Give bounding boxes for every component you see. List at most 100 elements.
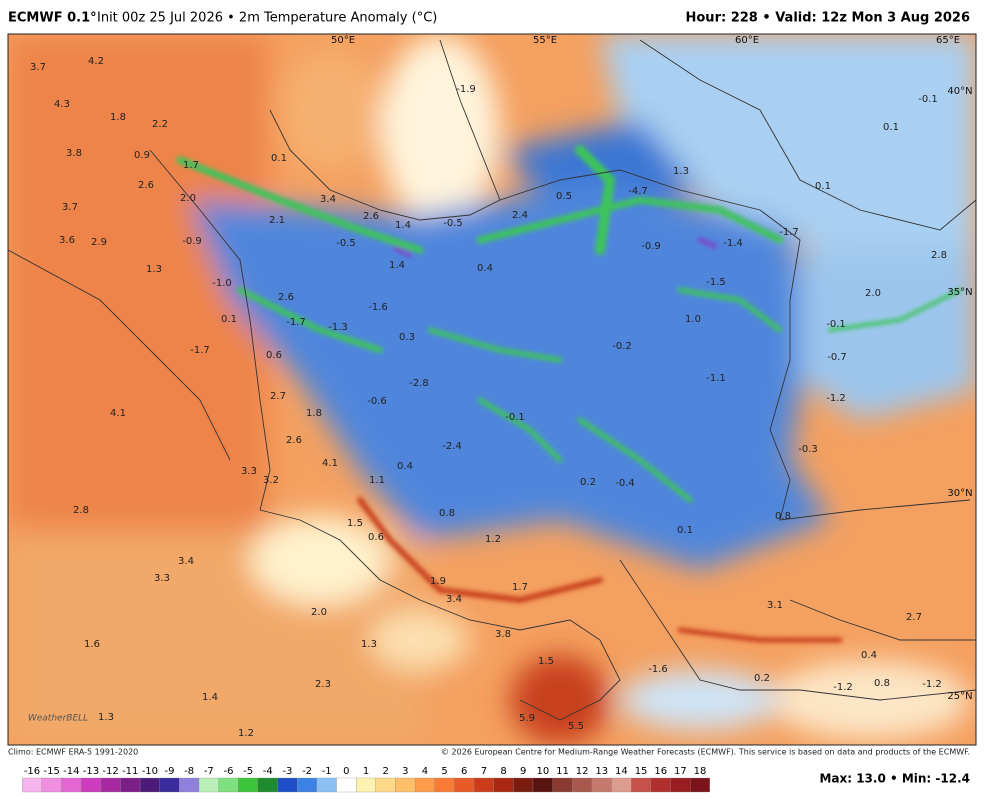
anomaly-label: -0.1 [505,412,525,423]
anomaly-label: -0.6 [367,396,387,407]
anomaly-label: 0.2 [580,477,596,488]
colorbar-tick-label: -9 [165,766,175,777]
colorbar-tick-label: 11 [556,766,569,777]
anomaly-label: 3.6 [59,235,75,246]
anomaly-label: -0.5 [443,218,463,229]
colorbar-swatch [61,777,82,793]
anomaly-label: 0.4 [477,263,493,274]
colorbar-swatch [454,777,475,793]
anomaly-label: 1.4 [389,260,405,271]
anomaly-label: -0.9 [641,241,661,252]
grid-label: 65°E [936,35,960,46]
anomaly-label: 3.7 [62,202,78,213]
colorbar-tick-label: 10 [536,766,549,777]
anomaly-label: -1.4 [723,238,743,249]
anomaly-label: 0.8 [874,678,890,689]
anomaly-label: 1.8 [110,112,126,123]
anomaly-label: 0.8 [439,508,455,519]
anomaly-label: 3.7 [30,62,46,73]
anomaly-label: -0.7 [827,352,847,363]
colorbar-tick-label: 0 [343,766,349,777]
anomaly-label: 0.1 [221,314,237,325]
colorbar-tick-label: 1 [363,766,369,777]
colorbar-swatch [572,777,593,793]
anomaly-label: 1.4 [395,220,411,231]
colorbar-tick-label: -12 [102,766,118,777]
anomaly-label: -0.4 [615,478,635,489]
colorbar-tick-label: 13 [595,766,608,777]
anomaly-label: -1.9 [456,84,476,95]
colorbar-swatch [552,777,573,793]
colorbar-swatch [257,777,278,793]
colorbar-tick-label: 6 [461,766,467,777]
anomaly-label: 3.8 [495,629,511,640]
anomaly-label: -1.3 [328,322,348,333]
anomaly-label: 2.0 [865,288,881,299]
colorbar-tick-label: -7 [204,766,214,777]
anomaly-label: 2.6 [286,435,302,446]
anomaly-label: 1.5 [538,656,554,667]
credit: © 2026 European Centre for Medium-Range … [441,748,970,757]
anomaly-label: -0.9 [182,236,202,247]
colorbar-tick-label: -10 [142,766,158,777]
colorbar-swatch [336,777,357,793]
colorbar-tick-label: -1 [322,766,332,777]
colorbar-tick-label: 8 [500,766,506,777]
anomaly-label: -1.1 [706,373,726,384]
anomaly-label: 1.3 [673,166,689,177]
anomaly-label: 2.7 [270,391,286,402]
anomaly-label: -1.7 [286,317,306,328]
anomaly-label: 3.1 [767,600,783,611]
green-streaks [176,145,962,643]
anomaly-label: -1.7 [190,345,210,356]
anomaly-label: 0.1 [883,122,899,133]
colorbar-tick-label: 12 [576,766,589,777]
colorbar-swatch [139,777,160,793]
anomaly-label: -2.4 [442,441,462,452]
anomaly-label: 0.8 [775,511,791,522]
colorbar-swatch [179,777,200,793]
colorbar-tick-label: 9 [520,766,526,777]
colorbar-tick-label: 18 [694,766,707,777]
colorbar-tick-label: -16 [24,766,40,777]
map-frame [7,33,977,746]
anomaly-label: -1.2 [826,393,846,404]
colorbar-tick-label: 14 [615,766,628,777]
anomaly-label: 1.3 [361,639,377,650]
anomaly-label: -1.7 [779,227,799,238]
anomaly-label: 2.6 [363,211,379,222]
extremes: Max: 13.0 • Min: -12.4 [819,772,970,786]
anomaly-label: 0.5 [556,191,572,202]
logo: WeatherBELL [28,714,88,724]
anomaly-label: 2.4 [512,210,528,221]
colorbar-swatch [198,777,219,793]
grid-label: 30°N [947,488,972,499]
grid-label: 25°N [947,691,972,702]
anomaly-label: 0.1 [271,153,287,164]
anomaly-label: 0.1 [815,181,831,192]
anomaly-label: 2.3 [315,679,331,690]
anomaly-label: -1.0 [212,278,232,289]
anomaly-label: -1.6 [648,664,668,675]
grid-label: 50°E [331,35,355,46]
anomaly-label: 1.0 [685,314,701,325]
colorbar-swatch [238,777,259,793]
colorbar-swatch [41,777,62,793]
colorbar-swatch [22,777,42,793]
anomaly-label: 1.6 [84,639,100,650]
anomaly-label: -0.2 [612,341,632,352]
colorbar-tick-label: -14 [63,766,79,777]
grid-label: 55°E [533,35,557,46]
anomaly-label: 2.2 [152,119,168,130]
anomaly-label: 4.1 [110,408,126,419]
colorbar-swatch [297,777,318,793]
model-name: ECMWF 0.1° [8,11,97,26]
anomaly-label: -1.2 [833,682,853,693]
anomaly-label: -0.1 [826,319,846,330]
anomaly-label: 4.1 [322,458,338,469]
colorbar-swatch [473,777,494,793]
colorbar-swatch [650,777,671,793]
anomaly-label: -1.6 [368,302,388,313]
